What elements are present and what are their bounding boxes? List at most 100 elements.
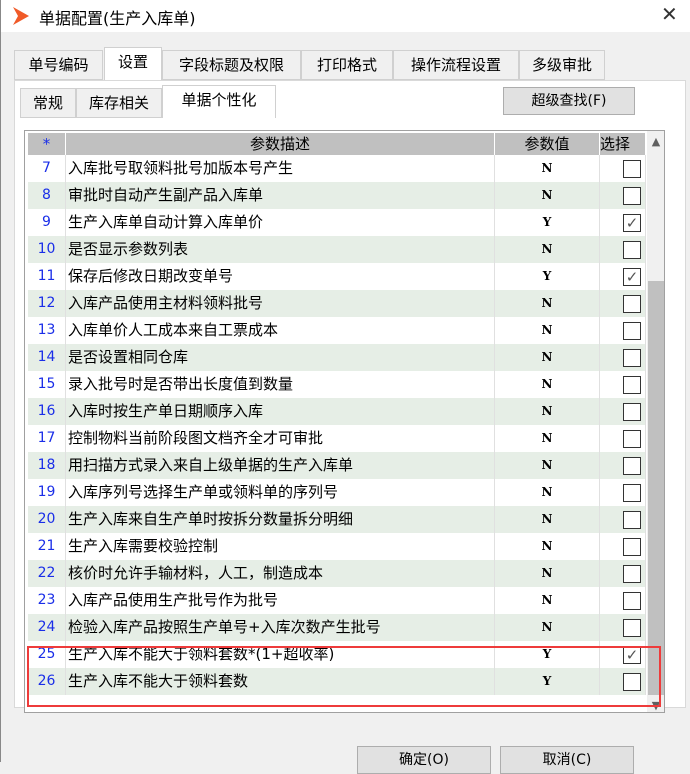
param-description: 入库时按生产单日期顺序入库	[66, 398, 495, 425]
param-value: N	[495, 614, 600, 641]
table-row[interactable]: 16 入库时按生产单日期顺序入库 N	[28, 398, 646, 425]
select-checkbox[interactable]	[623, 430, 641, 448]
row-number: 7	[28, 155, 66, 182]
select-cell	[600, 155, 646, 182]
select-checkbox[interactable]	[623, 538, 641, 556]
param-value: N	[495, 317, 600, 344]
param-description: 是否设置相同仓库	[66, 344, 495, 371]
table-row[interactable]: 8 审批时自动产生副产品入库单 N	[28, 182, 646, 209]
header-description[interactable]: 参数描述	[66, 133, 495, 155]
tab-3[interactable]: 打印格式	[301, 50, 393, 80]
close-icon[interactable]: ✕	[661, 2, 678, 26]
select-checkbox[interactable]	[623, 484, 641, 502]
table-row[interactable]: 21 生产入库需要校验控制 N	[28, 533, 646, 560]
row-number: 22	[28, 560, 66, 587]
row-number: 16	[28, 398, 66, 425]
table-row[interactable]: 14 是否设置相同仓库 N	[28, 344, 646, 371]
select-checkbox[interactable]	[623, 322, 641, 340]
param-description: 入库批号取领料批号加版本号产生	[66, 155, 495, 182]
subtab-2[interactable]: 单据个性化	[162, 85, 276, 118]
table-row[interactable]: 24 检验入库产品按照生产单号+入库次数产生批号 N	[28, 614, 646, 641]
table-row[interactable]: 20 生产入库来自生产单时按拆分数量拆分明细 N	[28, 506, 646, 533]
row-number: 24	[28, 614, 66, 641]
table-row[interactable]: 9 生产入库单自动计算入库单价 Y ✓	[28, 209, 646, 236]
table-row[interactable]: 10 是否显示参数列表 N	[28, 236, 646, 263]
row-number: 26	[28, 668, 66, 695]
subtab-1[interactable]: 库存相关	[76, 88, 162, 118]
select-cell: ✓	[600, 209, 646, 236]
table-row[interactable]: 7 入库批号取领料批号加版本号产生 N	[28, 155, 646, 182]
row-number: 21	[28, 533, 66, 560]
param-description: 生产入库不能大于领料套数	[66, 668, 495, 695]
table-row[interactable]: 22 核价时允许手输材料，人工，制造成本 N	[28, 560, 646, 587]
table-row[interactable]: 19 入库序列号选择生产单或领料单的序列号 N	[28, 479, 646, 506]
param-description: 生产入库单自动计算入库单价	[66, 209, 495, 236]
select-checkbox[interactable]	[623, 673, 641, 691]
scroll-thumb[interactable]	[648, 281, 664, 695]
row-number: 8	[28, 182, 66, 209]
table-row[interactable]: 17 控制物料当前阶段图文档齐全才可审批 N	[28, 425, 646, 452]
select-checkbox[interactable]: ✓	[623, 214, 641, 232]
param-description: 保存后修改日期改变单号	[66, 263, 495, 290]
table-row[interactable]: 11 保存后修改日期改变单号 Y ✓	[28, 263, 646, 290]
param-description: 入库产品使用主材料领料批号	[66, 290, 495, 317]
select-cell	[600, 614, 646, 641]
header-value[interactable]: 参数值	[495, 133, 600, 155]
param-value: N	[495, 398, 600, 425]
row-number: 9	[28, 209, 66, 236]
select-checkbox[interactable]: ✓	[623, 646, 641, 664]
table-row[interactable]: 12 入库产品使用主材料领料批号 N	[28, 290, 646, 317]
row-number: 19	[28, 479, 66, 506]
param-description: 生产入库需要校验控制	[66, 533, 495, 560]
table-row[interactable]: 23 入库产品使用生产批号作为批号 N	[28, 587, 646, 614]
table-row[interactable]: 13 入库单价人工成本来自工票成本 N	[28, 317, 646, 344]
subtab-0[interactable]: 常规	[20, 88, 76, 118]
tab-0[interactable]: 单号编码	[14, 50, 103, 80]
param-description: 控制物料当前阶段图文档齐全才可审批	[66, 425, 495, 452]
select-checkbox[interactable]	[623, 511, 641, 529]
param-value: N	[495, 506, 600, 533]
window-title: 单据配置(生产入库单)	[39, 9, 196, 28]
select-checkbox[interactable]	[623, 619, 641, 637]
select-cell: ✓	[600, 263, 646, 290]
param-value: N	[495, 479, 600, 506]
select-checkbox[interactable]	[623, 349, 641, 367]
super-search-button[interactable]: 超级查找(F)	[503, 87, 635, 115]
select-checkbox[interactable]	[623, 241, 641, 259]
select-checkbox[interactable]: ✓	[623, 268, 641, 286]
tab-2[interactable]: 字段标题及权限	[162, 50, 301, 80]
select-cell	[600, 587, 646, 614]
param-description: 入库序列号选择生产单或领料单的序列号	[66, 479, 495, 506]
table-row[interactable]: 26 生产入库不能大于领料套数 Y	[28, 668, 646, 695]
select-cell	[600, 668, 646, 695]
param-value: N	[495, 587, 600, 614]
table-row[interactable]: 15 录入批号时是否带出长度值到数量 N	[28, 371, 646, 398]
header-row-marker: *	[28, 133, 66, 155]
select-checkbox[interactable]	[623, 592, 641, 610]
tab-1[interactable]: 设置	[104, 47, 162, 80]
row-number: 11	[28, 263, 66, 290]
tab-4[interactable]: 操作流程设置	[393, 50, 519, 80]
select-checkbox[interactable]	[623, 457, 641, 475]
cancel-button[interactable]: 取消(C)	[500, 746, 634, 774]
param-description: 入库产品使用生产批号作为批号	[66, 587, 495, 614]
param-value: N	[495, 290, 600, 317]
tab-5[interactable]: 多级审批	[519, 50, 605, 80]
param-value: Y	[495, 641, 600, 668]
scroll-up-icon[interactable]: ▲	[651, 135, 661, 148]
select-checkbox[interactable]	[623, 403, 641, 421]
ok-button[interactable]: 确定(O)	[357, 746, 491, 774]
table-row[interactable]: 18 用扫描方式录入来自上级单据的生产入库单 N	[28, 452, 646, 479]
select-checkbox[interactable]	[623, 376, 641, 394]
row-number: 10	[28, 236, 66, 263]
select-checkbox[interactable]	[623, 160, 641, 178]
table-row[interactable]: 25 生产入库不能大于领料套数*(1+超收率) Y ✓	[28, 641, 646, 668]
select-cell	[600, 344, 646, 371]
select-checkbox[interactable]	[623, 295, 641, 313]
select-checkbox[interactable]	[623, 187, 641, 205]
select-checkbox[interactable]	[623, 565, 641, 583]
vertical-scrollbar[interactable]: ▲ ▼	[647, 131, 664, 712]
header-select[interactable]: 选择	[600, 133, 646, 155]
row-number: 25	[28, 641, 66, 668]
param-value: Y	[495, 668, 600, 695]
